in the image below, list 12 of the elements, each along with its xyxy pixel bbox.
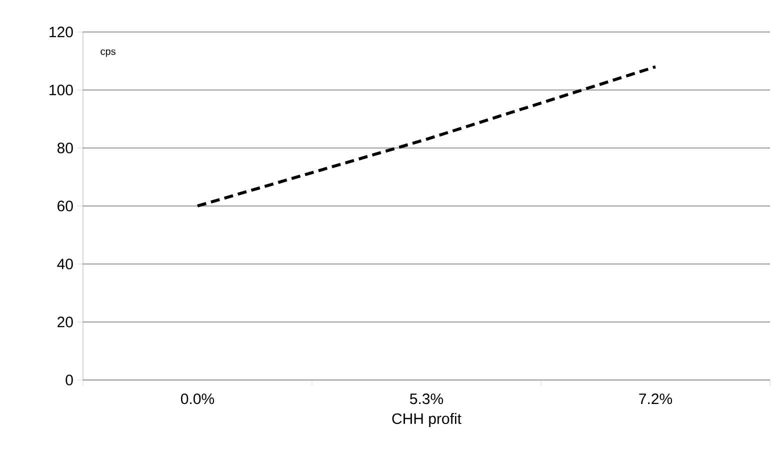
x-axis-title: CHH profit (392, 413, 462, 427)
y-tick-label: 60 (58, 200, 73, 212)
y-tick-label: 0 (66, 374, 73, 386)
annotation: cps (100, 49, 116, 57)
y-tick-label: 120 (50, 26, 73, 38)
y-tick-label: 40 (57, 258, 73, 270)
y-tick-label: 20 (58, 316, 73, 328)
x-tick-label: 5.3% (410, 394, 444, 404)
x-tick-label: 7.2% (639, 394, 672, 404)
y-tick-label: 100 (50, 84, 73, 96)
y-tick-label: 80 (57, 142, 73, 154)
x-tick-label: 0.0% (180, 394, 214, 404)
